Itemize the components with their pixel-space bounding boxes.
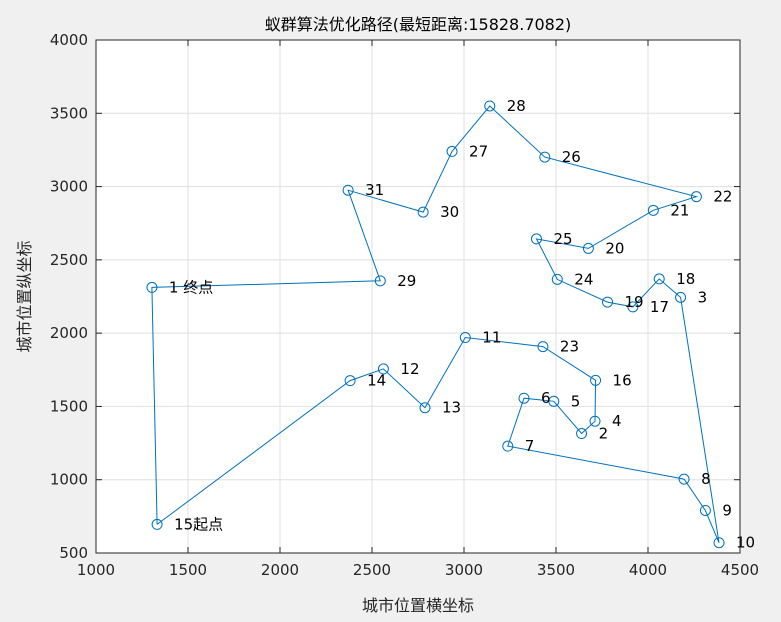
x-tick-label: 1500 (169, 561, 207, 579)
city-marker-5 (548, 395, 560, 407)
city-label-29: 29 (397, 272, 416, 290)
city-label-2: 2 (599, 425, 609, 443)
city-label-13: 13 (442, 399, 461, 417)
x-tick-label: 2000 (261, 561, 299, 579)
y-tick-label: 3000 (50, 178, 88, 196)
city-label-4: 4 (612, 412, 622, 430)
city-marker-8 (678, 473, 690, 485)
chart-title: 蚁群算法优化路径(最短距离:15828.7082) (265, 15, 572, 34)
city-label-17: 17 (650, 298, 669, 316)
city-marker-24 (551, 273, 563, 285)
city-label-28: 28 (507, 97, 526, 115)
city-label-3: 3 (698, 288, 708, 306)
city-marker-21 (647, 204, 659, 216)
city-marker-1 (146, 281, 158, 293)
city-marker-3 (675, 291, 687, 303)
city-label-6: 6 (541, 389, 551, 407)
city-label-23: 23 (560, 338, 579, 356)
x-axis-label: 城市位置横坐标 (362, 596, 474, 615)
plot-frame (95, 39, 741, 554)
city-label-22: 22 (713, 188, 732, 206)
city-label-16: 16 (613, 371, 632, 389)
city-markers (146, 100, 725, 549)
city-label-18: 18 (676, 270, 695, 288)
city-label-24: 24 (574, 270, 593, 288)
x-tick-label: 4500 (721, 561, 759, 579)
city-label-11: 11 (482, 329, 501, 347)
city-label-12: 12 (400, 360, 419, 378)
x-tick-label: 4000 (629, 561, 667, 579)
city-label-7: 7 (525, 437, 535, 455)
y-tick-label: 3500 (50, 104, 88, 122)
city-label-10: 10 (736, 534, 755, 552)
y-tick-label: 1500 (50, 397, 88, 415)
x-tick-label: 3000 (445, 561, 483, 579)
city-label-27: 27 (469, 142, 488, 160)
city-marker-27 (446, 145, 458, 157)
city-marker-17 (627, 301, 639, 313)
city-label-25: 25 (553, 230, 572, 248)
x-tick-label: 2500 (353, 561, 391, 579)
y-tick-label: 2000 (50, 324, 88, 342)
city-label-20: 20 (605, 239, 624, 257)
city-marker-28 (484, 100, 496, 112)
x-tick-label: 3500 (537, 561, 575, 579)
city-marker-19 (602, 296, 614, 308)
city-marker-23 (537, 341, 549, 353)
city-marker-31 (342, 184, 354, 196)
city-marker-7 (502, 440, 514, 452)
x-tick-label: 1000 (77, 561, 115, 579)
city-marker-29 (374, 275, 386, 287)
plot-area (96, 40, 740, 553)
city-marker-15 (151, 518, 163, 530)
city-marker-18 (653, 273, 665, 285)
city-marker-26 (539, 151, 551, 163)
route-path (151, 105, 720, 543)
city-marker-11 (459, 332, 471, 344)
city-marker-20 (582, 242, 594, 254)
city-marker-9 (699, 504, 711, 516)
axis-ticks: 1000 1500 2000 2500 3000 3500 4000 450050010001… (50, 31, 759, 579)
city-label-9: 9 (722, 501, 732, 519)
city-marker-14 (344, 375, 356, 387)
city-marker-2 (576, 428, 588, 440)
y-axis-label: 城市位置纵坐标 (15, 240, 34, 352)
city-label-21: 21 (670, 201, 689, 219)
city-marker-16 (590, 374, 602, 386)
city-label-14: 14 (367, 372, 386, 390)
city-label-19: 19 (625, 293, 644, 311)
city-label-31: 31 (365, 181, 384, 199)
city-label-1: 1 终点 (169, 278, 213, 296)
city-marker-30 (417, 206, 429, 218)
city-label-5: 5 (571, 392, 581, 410)
y-tick-label: 4000 (50, 31, 88, 49)
city-marker-12 (377, 363, 389, 375)
y-tick-label: 2500 (50, 251, 88, 269)
city-marker-4 (589, 415, 601, 427)
city-marker-10 (713, 537, 725, 549)
route-line (151, 105, 720, 543)
city-label-8: 8 (701, 470, 711, 488)
city-marker-22 (690, 191, 702, 203)
y-tick-label: 1000 (50, 471, 88, 489)
city-marker-13 (419, 402, 431, 414)
city-marker-25 (530, 233, 542, 245)
city-label-26: 26 (562, 148, 581, 166)
city-marker-6 (518, 392, 530, 404)
city-label-30: 30 (440, 203, 459, 221)
city-label-15: 15起点 (174, 515, 223, 533)
y-tick-label: 500 (59, 544, 88, 562)
city-labels: 1 终点23456789101112131415起点16171819202122… (169, 97, 755, 552)
